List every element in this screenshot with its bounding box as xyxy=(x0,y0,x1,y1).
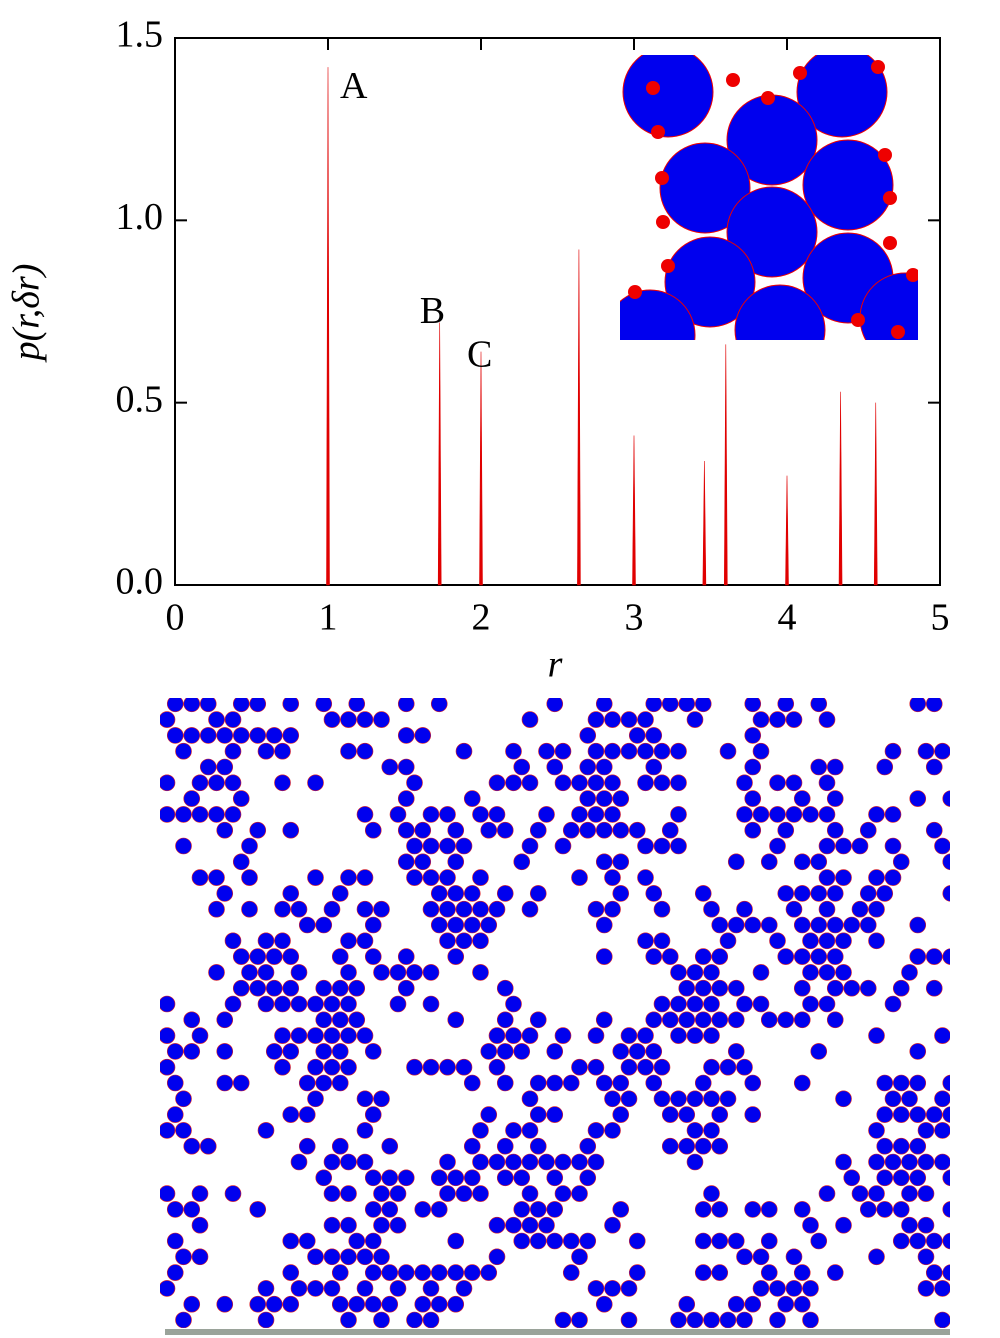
x-tick-label: 1 xyxy=(319,597,338,639)
small-disk xyxy=(883,236,897,250)
y-tick-label: 1.5 xyxy=(116,14,164,56)
small-disk xyxy=(761,91,775,105)
small-disk xyxy=(871,60,885,74)
spike xyxy=(479,351,483,586)
y-tick-label: 1.0 xyxy=(116,196,164,238)
small-disk xyxy=(851,313,865,327)
inset-image xyxy=(620,55,918,340)
small-disk xyxy=(655,171,669,185)
particles xyxy=(160,698,950,1328)
spike xyxy=(632,435,636,586)
small-disk xyxy=(646,81,660,95)
spike xyxy=(873,402,878,586)
small-disk xyxy=(651,125,665,139)
disk xyxy=(734,284,826,340)
disk xyxy=(622,55,714,138)
small-disk xyxy=(891,325,905,339)
disk xyxy=(802,139,894,231)
x-tick-label: 2 xyxy=(472,597,491,639)
x-axis-label: r xyxy=(548,644,563,686)
spike xyxy=(577,249,581,586)
x-tick-label: 0 xyxy=(166,597,185,639)
plot-frame xyxy=(174,37,941,586)
small-disk xyxy=(906,268,918,282)
y-tick-label: 0.0 xyxy=(116,561,164,603)
x-tick-label: 3 xyxy=(625,597,644,639)
deposit-image xyxy=(160,698,950,1328)
disk xyxy=(859,272,918,340)
disk xyxy=(620,289,696,340)
small-disk xyxy=(656,215,670,229)
small-disk xyxy=(793,66,807,80)
substrate xyxy=(165,1329,950,1335)
disk xyxy=(664,236,756,328)
y-axis-label: p(r,δr) xyxy=(6,264,48,364)
disk xyxy=(796,55,888,138)
small-disk xyxy=(661,259,675,273)
peak-label: C xyxy=(467,333,492,375)
spike xyxy=(785,475,789,586)
small-disk xyxy=(883,191,897,205)
disk xyxy=(726,186,818,278)
small-disk xyxy=(628,285,642,299)
spike xyxy=(326,67,330,586)
spike xyxy=(702,461,707,586)
small-disk xyxy=(726,73,740,87)
peak-label: A xyxy=(340,65,368,107)
disk xyxy=(659,142,751,234)
small-disk xyxy=(878,148,892,162)
x-tick-label: 5 xyxy=(931,597,950,639)
spike xyxy=(723,344,728,586)
spike xyxy=(838,391,843,586)
x-tick-label: 4 xyxy=(778,597,797,639)
peak-label: B xyxy=(420,290,445,332)
spike xyxy=(437,322,442,586)
y-tick-label: 0.5 xyxy=(116,378,164,420)
